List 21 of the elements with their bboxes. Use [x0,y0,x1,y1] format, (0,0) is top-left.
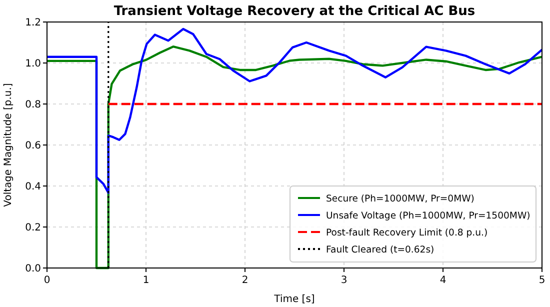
y-tick-label: 0.4 [25,182,41,192]
y-tick-label: 1.2 [25,18,41,28]
x-tick-label: 1 [142,275,150,286]
x-tick-label: 4 [440,275,446,286]
y-tick-label: 0.2 [25,222,41,234]
x-axis-title: Time [s] [273,294,315,305]
legend-label: Secure (Ph=1000MW, Pr=0MW) [326,194,474,204]
y-tick-label: 0.6 [25,140,41,152]
legend-label: Post-fault Recovery Limit (0.8 p.u.) [326,228,488,238]
chart-title: Transient Voltage Recovery at the Critical AC Bus [114,4,476,19]
x-tick-label: 5 [538,275,546,286]
y-tick-label: 0.8 [25,100,41,110]
line-series [46,28,544,194]
y-tick-label: 0.0 [25,264,41,274]
legend-label: Fault Cleared (t=0.62s) [326,244,434,256]
legend-label: Unsafe Voltage (Ph=1000MW, Pr=1500MW) [326,210,530,222]
x-tick-label: 3 [340,275,348,286]
y-tick-label: 1.0 [25,58,41,70]
y-axis-title: Voltage Magnitude [p.u.] [3,83,14,207]
x-tick-label: 2 [242,275,248,286]
x-tick-label: 0 [44,275,50,286]
